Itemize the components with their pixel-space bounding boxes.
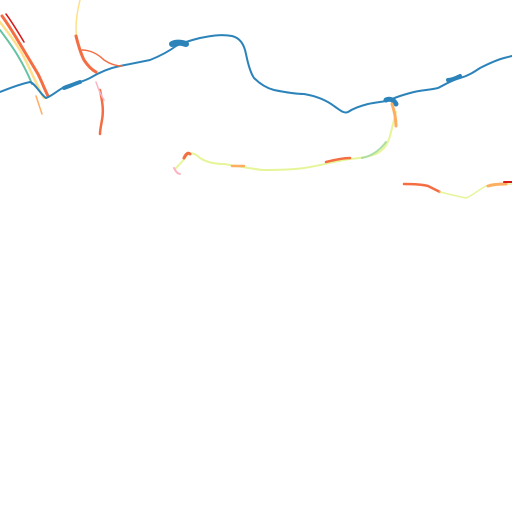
central-trib-mouth: [173, 167, 181, 175]
central-trib-head: [390, 102, 398, 128]
main-river-widening-1: [169, 39, 189, 47]
main-river-line: [0, 34, 512, 114]
east-trib-orange-end: [486, 182, 508, 188]
main-river-widening-2: [383, 96, 399, 107]
main-river-widening-3: [446, 74, 462, 82]
main-river-widening-4: [62, 80, 82, 90]
nw-channel-red: [5, 13, 25, 43]
east-tributary: [402, 181, 512, 199]
central-trib-orange-1: [182, 151, 192, 160]
east-trib-red: [402, 182, 442, 194]
nw-small-stream: [35, 95, 43, 115]
central-tributary: [173, 102, 398, 175]
central-trib-line: [175, 111, 397, 171]
northwest-channels: [0, 13, 50, 115]
north-trib-pink: [95, 81, 105, 101]
central-trib-cool: [361, 141, 387, 159]
nw-channel-yellow: [0, 20, 46, 100]
nw-channel-teal: [0, 29, 33, 85]
north-trib-orange: [74, 34, 98, 74]
main-river: [0, 34, 512, 114]
north-tributary: [74, 0, 123, 136]
north-trib-south: [98, 88, 105, 136]
nw-channel-orange: [0, 14, 50, 98]
central-trib-orange-3: [324, 156, 352, 164]
north-trib-branch: [81, 49, 123, 67]
